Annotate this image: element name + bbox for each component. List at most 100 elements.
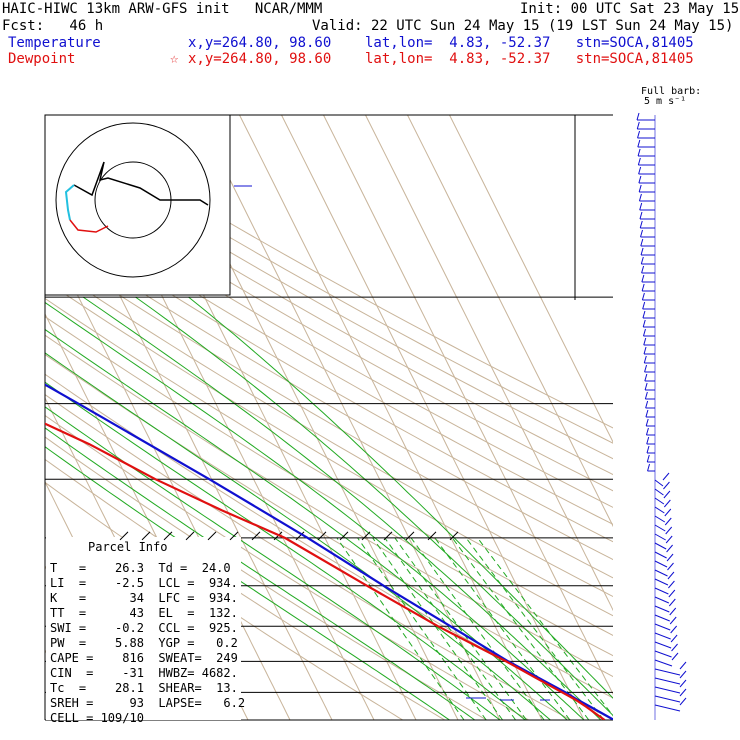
- legend-temperature: Temperature: [8, 35, 101, 51]
- hodograph-trace-upper: [73, 161, 209, 206]
- wind-barb-flag: [664, 517, 672, 526]
- wind-barb-flag: [668, 580, 675, 589]
- wind-barb-flag: [646, 454, 650, 463]
- parcel-info-row: SREH = 93 LAPSE= 6.2: [50, 696, 246, 710]
- wind-barb-flag: [679, 697, 687, 706]
- header-valid-time: Valid: 22 UTC Sun 24 May 15 (19 LST Sun …: [312, 18, 734, 34]
- wind-barb-flag: [644, 382, 648, 391]
- dry-adiabat-line: [45, 229, 613, 561]
- wind-barb: [654, 704, 681, 712]
- wind-barb: [654, 596, 670, 604]
- sounding-traces: [45, 383, 613, 720]
- wind-barb-flag: [642, 301, 646, 310]
- dry-adiabat-line: [45, 316, 613, 657]
- isotherm-line: [407, 115, 613, 528]
- dry-adiabat-line: [45, 414, 530, 720]
- parcel-info-title: Parcel Info: [88, 540, 168, 554]
- legend-dewpoint: Dewpoint: [8, 51, 76, 67]
- freezing-hatch: [427, 531, 437, 541]
- wind-barb-flag: [640, 229, 643, 238]
- wind-barb-flag: [639, 211, 643, 220]
- parcel-info-row: LI = -2.5 LCL = 934.: [50, 576, 238, 590]
- wind-barb-flag: [664, 508, 672, 517]
- wind-barb-flag: [668, 598, 676, 607]
- freezing-hatch: [383, 531, 393, 541]
- isotherm-line: [45, 144, 333, 720]
- wind-barb: [654, 677, 681, 685]
- mixing-ratio-line: [372, 537, 504, 720]
- freezing-hatch: [119, 531, 129, 541]
- wind-barb-flag: [636, 112, 640, 121]
- wind-barb: [654, 668, 681, 676]
- header-title: HAIC-HIWC 13km ARW-GFS init NCAR/MMM: [2, 1, 323, 17]
- wind-barb-flag: [645, 409, 649, 418]
- wind-barb: [654, 659, 673, 667]
- wind-barb: [654, 686, 681, 694]
- freezing-hatch: [163, 531, 173, 541]
- legend-temperature-location: x,y=264.80, 98.60 lat,lon= 4.83, -52.37 …: [188, 35, 694, 51]
- parcel-info-row: PW = 5.88 YGP = 0.2: [50, 636, 238, 650]
- wind-barb: [654, 641, 672, 649]
- wind-barb: [654, 515, 666, 523]
- hodograph: [44, 114, 231, 296]
- wind-barb: [654, 524, 666, 532]
- wind-barb-flag: [663, 490, 671, 499]
- dry-adiabat-line: [45, 124, 613, 444]
- wind-barb-flag: [679, 688, 687, 697]
- isotherm-line: [113, 115, 417, 720]
- freezing-hatch: [207, 531, 217, 541]
- wind-barb-flag: [638, 184, 642, 193]
- wind-barb-flag: [671, 643, 678, 652]
- hodograph-ring-outer: [55, 122, 211, 278]
- hodograph-trace-low: [69, 219, 109, 233]
- wind-barb: [654, 569, 668, 577]
- dry-adiabat-line: [45, 280, 613, 617]
- barb-key-title: Full barb:: [641, 86, 702, 97]
- mixing-ratio-line: [477, 537, 613, 717]
- isotherm-line: [71, 115, 375, 720]
- freezing-hatch: [229, 531, 239, 541]
- dry-adiabat-line: [45, 152, 613, 476]
- wind-barb-flag: [638, 175, 642, 184]
- parcel-info-row: TT = 43 EL = 132.: [50, 606, 238, 620]
- wind-barb-flag: [636, 121, 640, 130]
- parcel-info-row: CAPE = 816 SWEAT= 249: [50, 651, 238, 665]
- wind-barb-flag: [646, 445, 650, 454]
- parcel-info-row: Tc = 28.1 SHEAR= 13.: [50, 681, 238, 695]
- wind-barb-flag: [662, 472, 670, 481]
- wind-barb-flag: [663, 481, 670, 490]
- wind-barb-flag: [640, 247, 644, 256]
- dry-adiabat-line: [45, 334, 613, 678]
- temperature-trace: [45, 383, 613, 720]
- mixing-ratio-line: [465, 537, 605, 720]
- wind-barb-flag: [637, 148, 641, 157]
- wind-barb: [654, 587, 669, 595]
- wind-barb-flag: [641, 274, 645, 283]
- wind-barb-flag: [637, 130, 641, 139]
- freezing-hatch: [185, 531, 195, 541]
- dry-adiabat-line: [45, 246, 613, 579]
- freezing-hatch: [339, 531, 349, 541]
- wind-barb: [654, 605, 670, 613]
- freezing-hatch: [449, 531, 459, 541]
- wind-barb-flag: [670, 634, 678, 643]
- wind-barb-flag: [668, 589, 676, 598]
- legend-dewpoint-location: x,y=264.80, 98.60 lat,lon= 4.83, -52.37 …: [188, 51, 694, 67]
- wind-barb-flag: [643, 346, 647, 355]
- wind-barb-flag: [640, 238, 644, 247]
- wind-barb-flag: [679, 661, 687, 670]
- wind-barb-flag: [665, 535, 673, 544]
- parcel-info-row: CIN = -31 HWBZ= 4682.: [50, 666, 238, 680]
- wind-barb: [654, 506, 665, 514]
- freezing-hatch: [141, 531, 151, 541]
- wind-barb-flag: [642, 319, 646, 328]
- isotherm-line: [281, 115, 585, 720]
- freezing-hatch: [405, 531, 415, 541]
- wind-barb-flag: [639, 220, 643, 229]
- parcel-info-row: K = 34 LFC = 934.: [50, 591, 238, 605]
- wind-barb: [654, 614, 670, 622]
- wind-barb-flag: [641, 283, 645, 292]
- dry-adiabat-line: [45, 138, 613, 460]
- freezing-hatch: [361, 531, 371, 541]
- wind-barb: [654, 695, 681, 703]
